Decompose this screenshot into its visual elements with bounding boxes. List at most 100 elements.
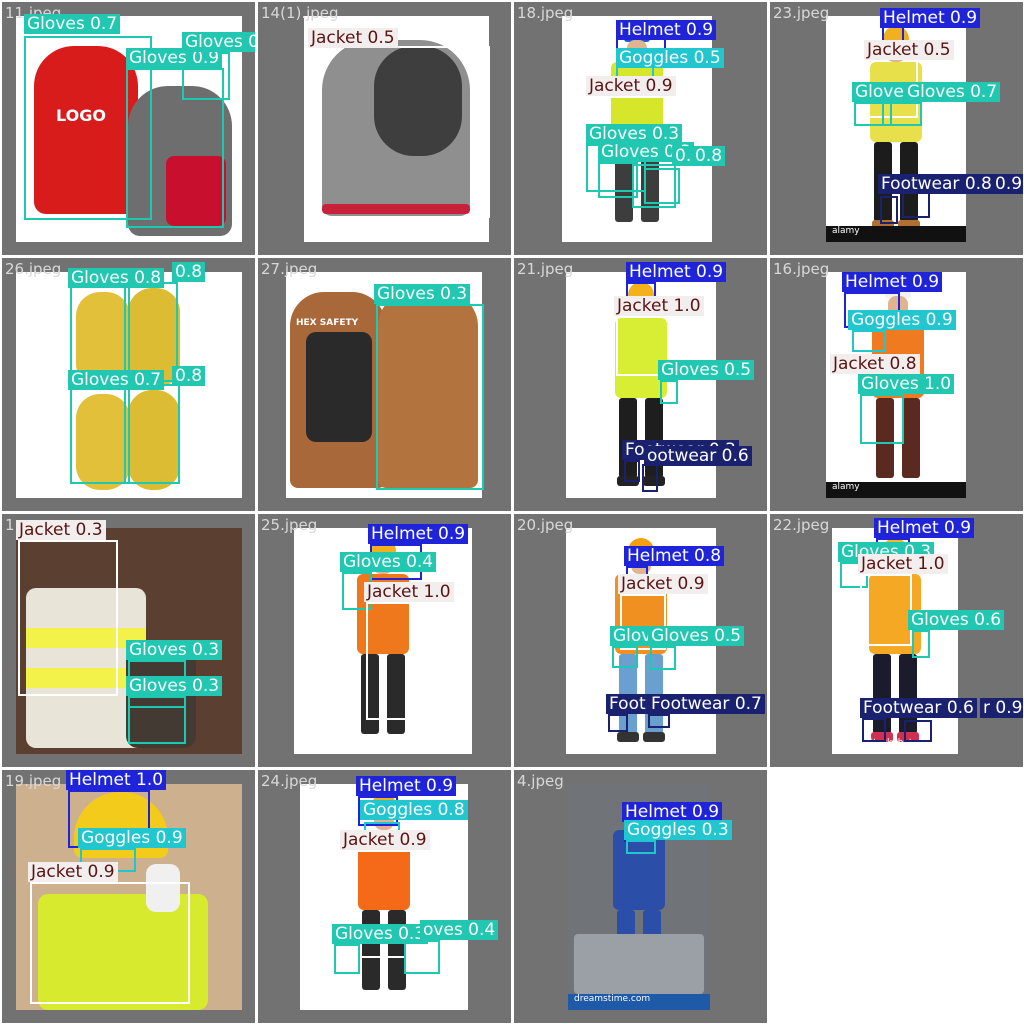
filename-label: 27.jpeg [261, 260, 318, 278]
image-tile: © CanStockPhoto.com 22.jpeg Helmet 0.9 Glov… [770, 514, 1023, 767]
detection-label-helmet: Helmet 1.0 [66, 770, 167, 790]
bounding-box-jacket [30, 882, 190, 1004]
bounding-box-jacket [616, 316, 670, 376]
detection-label-jacket: Jacket 0.9 [340, 830, 430, 850]
palm-shape [374, 46, 462, 156]
bounding-box-gloves [24, 36, 152, 220]
detection-label-gloves: Gloves 0.3 [598, 142, 695, 162]
shoe-shape [872, 220, 894, 230]
leg-shape [387, 654, 405, 734]
filename-label: 19.jpeg [5, 772, 62, 790]
photo-text: HEX SAFETY [296, 318, 359, 328]
photo [304, 16, 489, 242]
bounding-box-gloves [70, 388, 130, 484]
watermark-bar [826, 226, 966, 242]
detection-label-helmet: Helmet 0.9 [626, 262, 727, 282]
filename-label: 4.jpeg [517, 772, 564, 790]
detection-label-jacket: Jacket 0.5 [308, 28, 398, 48]
helmet-shape [628, 282, 654, 298]
bounding-box-goggles [626, 840, 656, 854]
detection-label-gloves: Glov [610, 626, 655, 646]
bounding-box-gloves [376, 304, 484, 490]
detection-label-goggles: Goggles 0.3 [624, 820, 732, 840]
detection-label-gloves: Gloves 0.4 [340, 552, 437, 572]
bounding-box-footwear [902, 192, 930, 218]
filename-label: 14(1).jpeg [261, 4, 339, 22]
vest-shape [38, 894, 208, 1010]
detection-label-jacket: Jacket 1.0 [858, 554, 948, 574]
watermark-text: alamy [832, 482, 860, 492]
filename-label: 21.jpeg [517, 260, 574, 278]
image-tile: 20.jpeg Helmet 0.8 Jacket 0.9 Glov Gloves 0.… [514, 514, 767, 767]
shoe-shape [871, 732, 893, 742]
shoe-shape [898, 220, 920, 230]
vest-shape [615, 318, 667, 398]
detection-label-footwear: 0.9 [992, 174, 1023, 194]
bounding-box-gloves [126, 68, 224, 228]
detection-label-gloves: Gloves 0.7 [904, 82, 1001, 102]
detection-label-footwear: Footwear 0.7 [648, 694, 765, 714]
watermark-text: alamy [832, 226, 860, 236]
image-tile: 14(1).jpeg Jacket 0.5 [258, 2, 511, 255]
filename-label: 23.jpeg [773, 4, 830, 22]
image-tile: 19.jpeg Helmet 1.0 Goggles 0.9 Jacket 0.9 [2, 770, 255, 1023]
shoe-shape [643, 476, 665, 486]
detection-label-jacket: Jacket 0.9 [618, 574, 708, 594]
detection-label-footwear: r 0.9 [980, 698, 1023, 718]
watermark-bar [568, 994, 710, 1010]
bounding-box-jacket [860, 574, 912, 646]
bounding-box-goggles [852, 330, 886, 352]
cuff-shape [166, 156, 226, 226]
bounding-box-gloves [612, 646, 638, 668]
bounding-box-gloves [650, 646, 676, 670]
bounding-box-jacket [366, 602, 456, 720]
bounding-box-gloves [882, 102, 922, 126]
detection-label-footwear: Footwear 0.8 [878, 174, 995, 194]
detection-label-footwear: ootwear 0.6 [644, 446, 752, 466]
detection-label-goggles: Goggles 0.9 [848, 310, 956, 330]
detection-label-jacket: Jacket 0.3 [16, 520, 106, 540]
bounding-box-gloves [128, 696, 186, 744]
detection-label-jacket: Jacket 1.0 [614, 296, 704, 316]
detection-label-gloves: 0.8 [172, 262, 206, 282]
glove-shape [146, 864, 180, 912]
bounding-box-gloves [632, 164, 676, 208]
cuff-shape [322, 204, 470, 214]
filename-label: 26.jpeg [5, 260, 62, 278]
detection-label-gloves: Gloves 0.3 [332, 924, 429, 944]
detection-label-jacket: Jacket 0.5 [864, 40, 954, 60]
bounding-box-footwear [642, 464, 658, 492]
image-tile: 25.jpeg Helmet 0.9 Gloves 0.4 Jacket 1.0 [258, 514, 511, 767]
image-tile: 26.jpeg Gloves 0.8 0.8 Gloves 0.7 0.8 [2, 258, 255, 511]
image-tile: alamy 23.jpeg Helmet 0.9 Jacket 0.5 Glove Glo… [770, 2, 1023, 255]
image-tile: shutterstock 24.jpeg Helmet 0.9 Goggles 0.8… [258, 770, 511, 1023]
bounding-box-jacket [18, 540, 118, 696]
watermark-text: © CanStockPhoto.com [838, 738, 940, 748]
detection-label-goggles: Goggles 0.9 [78, 828, 186, 848]
bounding-box-footwear [624, 460, 640, 482]
bounding-box-footwear [862, 718, 886, 742]
bounding-box-gloves [912, 630, 930, 658]
filename-label: 25.jpeg [261, 516, 318, 534]
detection-label-gloves: Gloves 0.6 [908, 610, 1005, 630]
photo-text: LOGO [56, 106, 106, 125]
photo: HEX SAFETY [286, 272, 482, 498]
watermark-text: dreamstime.com [574, 994, 651, 1004]
bounding-box-gloves [70, 286, 130, 382]
image-tile: dreamstime.com 4.jpeg Helmet 0.9 Goggles 0.… [514, 770, 767, 1023]
detection-label-gloves: Gloves 0.7 [24, 14, 121, 34]
detection-label-gloves: 0.8 [172, 366, 206, 386]
filename-label: 18.jpeg [517, 4, 574, 22]
detection-label-gloves: Glove [852, 82, 907, 102]
bounding-box-gloves [660, 380, 678, 404]
bounding-box-gloves [124, 282, 178, 382]
bounding-box-gloves [404, 940, 440, 974]
bounding-box-jacket [342, 850, 420, 958]
shoe-shape [643, 732, 665, 742]
image-tile: 18.jpeg Helmet 0.9 Goggles 0.5 Jacket 0.9 Gl… [514, 2, 767, 255]
detection-label-gloves: Gloves 0.5 [658, 360, 755, 380]
detection-label-gloves: Gloves 0.3 [126, 640, 223, 660]
detection-label-helmet: Helmet 0.9 [616, 20, 717, 40]
